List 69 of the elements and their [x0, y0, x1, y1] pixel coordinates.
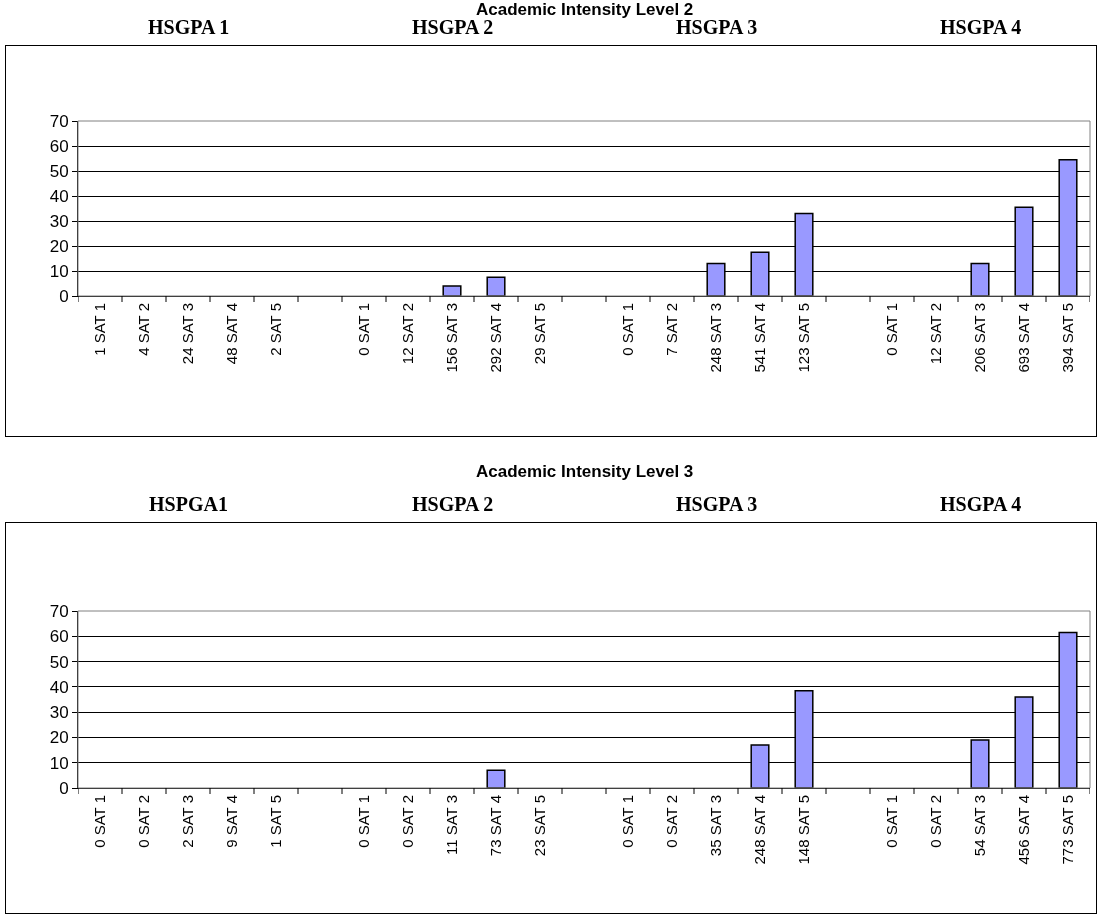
- y-tick-label: 40: [49, 677, 69, 697]
- x-tick-label: 0 SAT 1: [618, 303, 636, 356]
- y-tick-label: 60: [49, 627, 69, 647]
- x-tick-label: 773 SAT 5: [1058, 795, 1076, 865]
- bar: [442, 285, 462, 296]
- x-tick-label: 1 SAT 1: [90, 303, 108, 356]
- text: HSPGA1: [149, 493, 228, 515]
- x-tick-label: 54 SAT 3: [970, 795, 988, 857]
- y-tick-label: 40: [49, 186, 69, 206]
- y-tick-label: 30: [49, 703, 69, 723]
- bar: [486, 276, 506, 296]
- x-tick-label: 1 SAT 5: [266, 795, 284, 848]
- x-tick-label: 0 SAT 2: [398, 795, 416, 848]
- x-tick-label: 0 SAT 2: [926, 795, 944, 848]
- x-tick-label: 0 SAT 1: [354, 795, 372, 848]
- text: HSGPA 2: [412, 493, 494, 515]
- x-tick-label: 7 SAT 2: [662, 303, 680, 356]
- x-tick-label: 12 SAT 2: [926, 303, 944, 365]
- y-tick-label: 50: [49, 161, 69, 181]
- chart-title: Academic Intensity Level 3: [476, 462, 694, 481]
- x-tick-label: 0 SAT 1: [882, 303, 900, 356]
- y-tick-label: 60: [49, 136, 69, 156]
- x-tick-label: 73 SAT 4: [486, 795, 504, 857]
- x-tick-label: 0 SAT 2: [662, 795, 680, 848]
- x-tick-label: 248 SAT 3: [706, 303, 724, 373]
- x-tick-label: 148 SAT 5: [794, 795, 812, 865]
- y-tick-label: 0: [59, 778, 69, 798]
- x-tick-label: 12 SAT 2: [398, 303, 416, 365]
- x-tick-label: 0 SAT 1: [618, 795, 636, 848]
- y-tick-label: 0: [59, 286, 69, 306]
- x-tick-label: 0 SAT 1: [354, 303, 372, 356]
- x-tick-label: 24 SAT 3: [178, 303, 196, 365]
- y-tick-label: 30: [49, 211, 69, 231]
- x-tick-label: 0 SAT 1: [90, 795, 108, 848]
- x-tick-label: 541 SAT 4: [750, 303, 768, 373]
- x-tick-label: 0 SAT 1: [882, 795, 900, 848]
- text: HSGPA 4: [940, 493, 1022, 515]
- text: HSGPA 4: [940, 16, 1022, 38]
- y-tick-label: 70: [49, 111, 69, 131]
- x-tick-label: 394 SAT 5: [1058, 303, 1076, 373]
- y-tick-label: 10: [49, 261, 69, 281]
- x-tick-label: 0 SAT 2: [134, 795, 152, 848]
- text: HSGPA 3: [676, 16, 758, 38]
- x-tick-label: 693 SAT 4: [1014, 303, 1032, 373]
- y-tick-label: 20: [49, 236, 69, 256]
- x-tick-label: 11 SAT 3: [442, 795, 460, 856]
- bar: [486, 769, 506, 788]
- text: HSGPA 3: [676, 493, 758, 515]
- x-tick-label: 4 SAT 2: [134, 303, 152, 356]
- text: HSGPA 1: [148, 16, 230, 38]
- x-tick-label: 48 SAT 4: [222, 303, 240, 365]
- x-tick-label: 2 SAT 5: [266, 303, 284, 356]
- y-tick-label: 20: [49, 728, 69, 748]
- x-tick-label: 2 SAT 3: [178, 795, 196, 848]
- x-tick-label: 248 SAT 4: [750, 795, 768, 865]
- x-tick-label: 9 SAT 4: [222, 795, 240, 848]
- x-tick-label: 456 SAT 4: [1014, 795, 1032, 865]
- y-tick-label: 10: [49, 753, 69, 773]
- x-tick-label: 35 SAT 3: [706, 795, 724, 857]
- x-tick-label: 23 SAT 5: [530, 795, 548, 857]
- x-tick-label: 206 SAT 3: [970, 303, 988, 373]
- text: HSGPA 2: [412, 16, 494, 38]
- y-tick-label: 50: [49, 652, 69, 672]
- x-tick-label: 123 SAT 5: [794, 303, 812, 373]
- chart-title: Academic Intensity Level 2: [476, 0, 694, 19]
- x-tick-label: 292 SAT 4: [486, 303, 504, 373]
- x-tick-label: 156 SAT 3: [442, 303, 460, 373]
- y-tick-label: 70: [49, 601, 69, 621]
- x-tick-label: 29 SAT 5: [530, 303, 548, 365]
